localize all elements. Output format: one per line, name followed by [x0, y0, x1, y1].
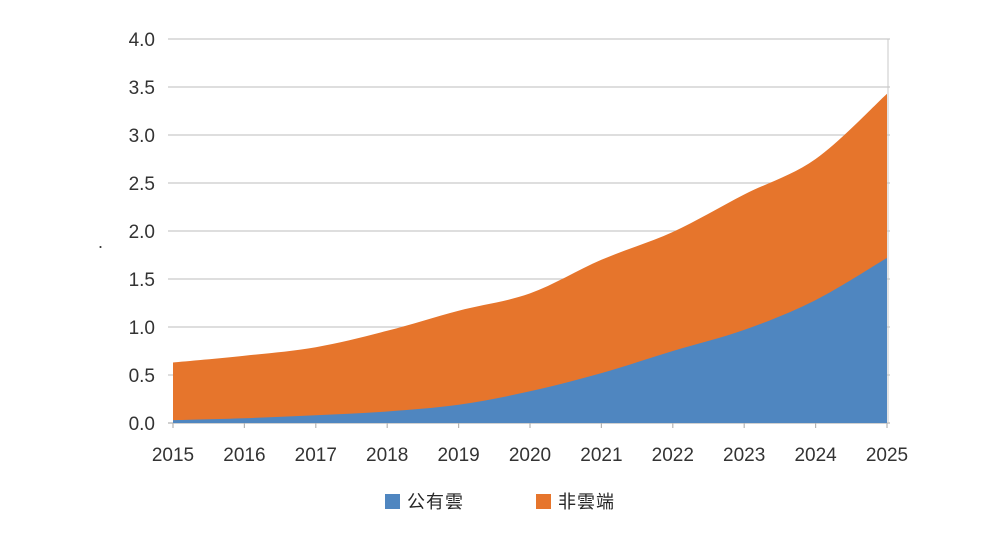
area-non-cloud [173, 93, 887, 423]
x-tick-label: 2019 [437, 445, 479, 466]
y-tick-label: 0.0 [129, 414, 155, 435]
legend-swatch-non-cloud-icon [536, 493, 551, 509]
x-tick-label: 2022 [652, 445, 694, 466]
y-tick-label: 0.5 [129, 366, 155, 387]
legend-label-non-cloud: 非雲端 [558, 492, 615, 512]
legend-item-non-cloud: 非雲端 [536, 488, 615, 514]
area-public-cloud [173, 257, 887, 423]
x-tick-label: 2024 [794, 445, 837, 466]
y-tick-label: 1.0 [129, 318, 155, 339]
legend: 公有雲 非雲端 [0, 488, 1000, 514]
x-tick-label: 2016 [223, 445, 265, 466]
x-tick-label: 2020 [509, 445, 551, 466]
legend-swatch-public-cloud-icon [385, 493, 400, 509]
legend-label-public-cloud: 公有雲 [407, 492, 464, 512]
stray-mark: . [98, 232, 104, 252]
y-tick-label: 2.0 [129, 222, 155, 243]
y-tick-label: 3.0 [129, 126, 155, 147]
x-tick-label: 2025 [866, 445, 908, 466]
x-tick-label: 2023 [723, 445, 765, 466]
x-tick-label: 2015 [152, 445, 194, 466]
y-tick-label: 4.0 [129, 30, 155, 51]
y-tick-label: 1.5 [129, 270, 155, 291]
y-tick-label: 3.5 [129, 78, 155, 99]
legend-item-public-cloud: 公有雲 [385, 488, 464, 514]
x-tick-label: 2017 [295, 445, 337, 466]
x-tick-label: 2018 [366, 445, 408, 466]
x-tick-label: 2021 [580, 445, 622, 466]
y-tick-label: 2.5 [129, 174, 155, 195]
